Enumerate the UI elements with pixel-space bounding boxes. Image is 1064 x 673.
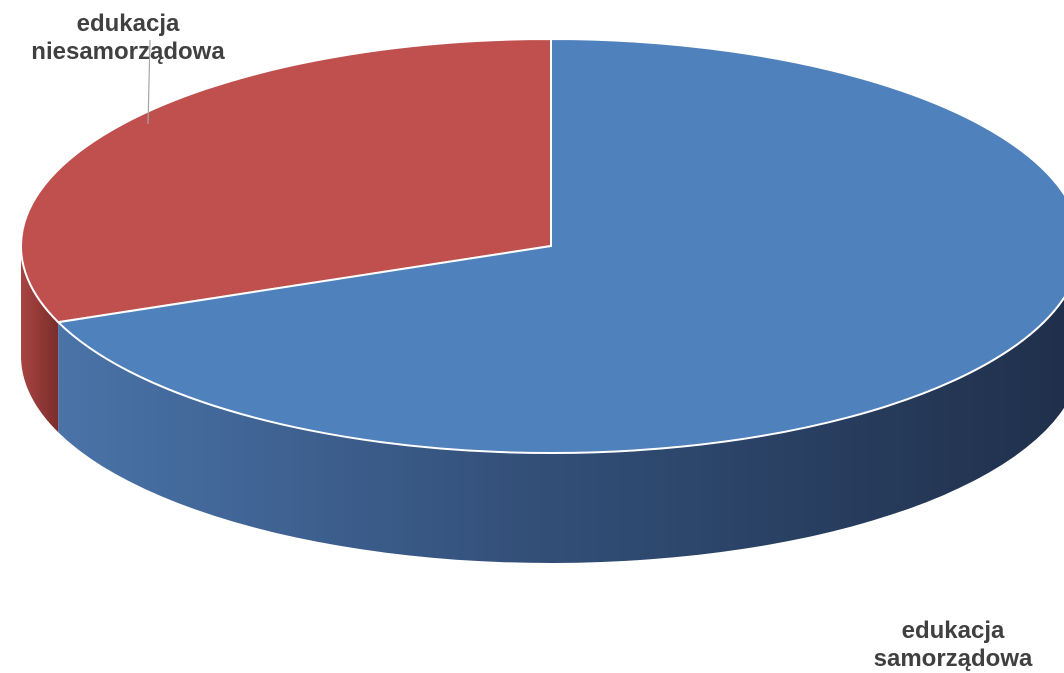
slice-label-line: samorządowa (873, 645, 1033, 672)
leader-line (147, 39, 151, 125)
slice-label-samorzadowa: edukacja samorządowa (848, 617, 1058, 673)
slice-side-samorzadowa (58, 297, 1064, 563)
slice-label-niesamorzadowa: edukacja niesamorządowa (8, 10, 248, 66)
slice-niesamorzadowa (20, 37, 552, 324)
slice-label-line: edukacja (76, 10, 180, 37)
slice-label-line: niesamorządowa (31, 38, 225, 65)
slice-samorzadowa (56, 37, 1064, 454)
slice-label-line: edukacja (901, 617, 1005, 644)
slice-side-niesamorzadowa (21, 246, 59, 433)
